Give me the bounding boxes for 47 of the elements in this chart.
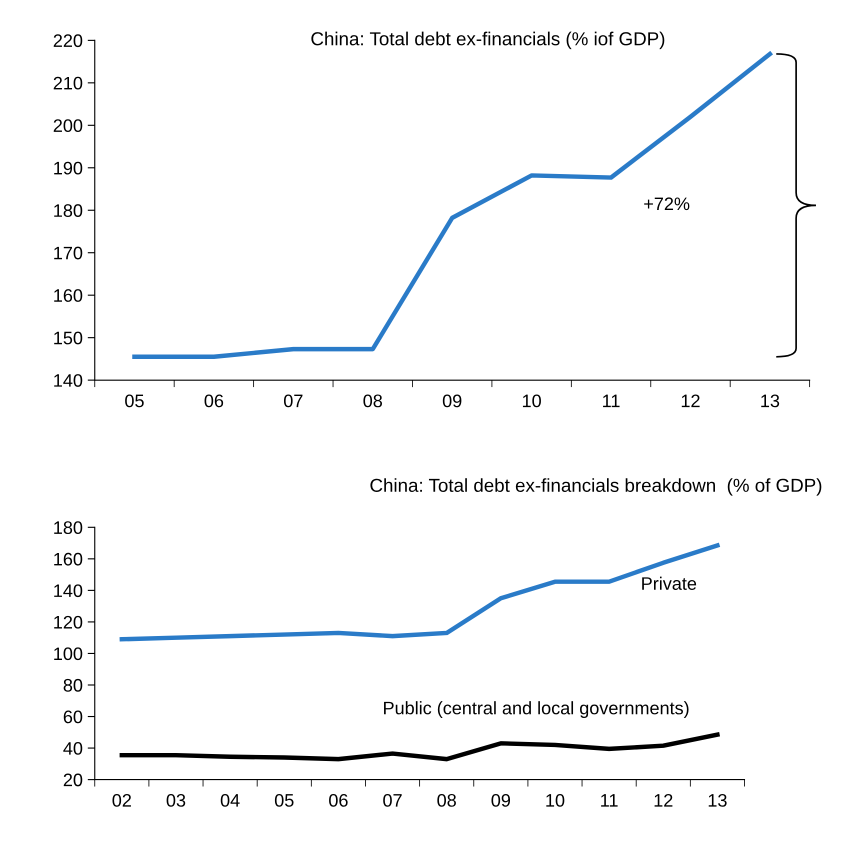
y-tick-label: 180 [54, 521, 82, 534]
y-tick-label: 210 [54, 76, 82, 90]
y-tick-label: 160 [54, 289, 82, 302]
y-tick-label: 220 [54, 34, 82, 48]
x-tick-label: 13 [708, 794, 727, 807]
y-tick-label: 200 [54, 119, 82, 132]
y-tick-label: 140 [54, 584, 82, 598]
x-tick-label: 10 [546, 794, 564, 807]
x-tick-label: 11 [603, 394, 620, 408]
y-tick-label: 140 [54, 374, 82, 387]
series-label: Private [642, 576, 696, 590]
line-series [132, 52, 772, 359]
x-tick-label: 10 [522, 394, 541, 408]
y-tick-label: 60 [64, 710, 82, 724]
chart-title: China: Total debt ex-financials breakdown (% of GDP) [370, 478, 822, 496]
x-tick-label: 05 [125, 394, 144, 408]
y-tick-label: 160 [54, 552, 82, 566]
x-tick-label: 13 [761, 394, 780, 408]
annotation: +72% [644, 197, 690, 210]
line-series [120, 732, 720, 762]
x-tick-label: 06 [329, 794, 348, 807]
y-tick-label: 170 [54, 246, 82, 260]
y-tick-label: 190 [54, 162, 82, 174]
x-tick-label: 05 [274, 794, 294, 807]
x-tick-label: 12 [654, 794, 672, 807]
x-tick-label: 03 [166, 794, 186, 807]
x-tick-label: 07 [284, 394, 302, 408]
y-tick-label: 20 [64, 774, 82, 786]
x-tick-label: 09 [491, 794, 510, 807]
x-tick-label: 07 [383, 794, 402, 807]
x-tick-label: 12 [682, 394, 700, 408]
x-tick-label: 09 [442, 394, 462, 408]
y-tick-label: 180 [54, 204, 82, 217]
series-label: Public (central and local governments) [384, 701, 689, 718]
y-tick-label: 100 [54, 647, 82, 660]
x-tick-label: 11 [601, 794, 618, 807]
x-tick-label: 04 [220, 794, 240, 807]
line-series [120, 543, 720, 642]
x-tick-label: 02 [112, 794, 131, 807]
y-tick-label: 40 [63, 742, 82, 755]
chart-title: China: Total debt ex-financials (% iof GDP) [311, 32, 664, 50]
y-tick-label: 150 [54, 332, 82, 344]
x-tick-label: 06 [204, 394, 224, 408]
y-tick-label: 120 [54, 616, 82, 629]
y-tick-label: 80 [64, 678, 82, 692]
x-tick-label: 08 [363, 394, 382, 408]
x-tick-label: 08 [437, 794, 456, 807]
